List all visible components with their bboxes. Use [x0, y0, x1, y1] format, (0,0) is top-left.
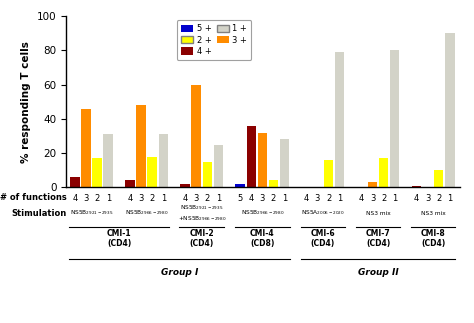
Bar: [246, 126, 256, 187]
Bar: [103, 134, 113, 187]
Bar: [137, 105, 146, 187]
Y-axis label: % responding T cells: % responding T cells: [21, 41, 31, 163]
Bar: [181, 184, 190, 187]
Text: Stimulation: Stimulation: [11, 209, 66, 217]
Bar: [158, 134, 168, 187]
Bar: [379, 158, 388, 187]
Bar: [324, 160, 333, 187]
Bar: [257, 132, 267, 187]
Bar: [412, 186, 421, 187]
Text: NS5B$_{2921-2935}$
+NS5B$_{2966-2980}$: NS5B$_{2921-2935}$ +NS5B$_{2966-2980}$: [178, 203, 226, 223]
Bar: [335, 52, 345, 187]
Bar: [202, 162, 212, 187]
Bar: [214, 145, 223, 187]
Text: CMI-7
(CD4): CMI-7 (CD4): [365, 229, 391, 248]
Bar: [191, 85, 201, 187]
Bar: [368, 182, 377, 187]
Bar: [92, 158, 102, 187]
Bar: [70, 177, 80, 187]
Bar: [269, 181, 278, 187]
Bar: [236, 184, 245, 187]
Text: NS3 mix: NS3 mix: [365, 211, 391, 215]
Bar: [445, 33, 455, 187]
Text: Group I: Group I: [161, 268, 199, 277]
Bar: [390, 50, 400, 187]
Text: Group II: Group II: [358, 268, 399, 277]
Bar: [280, 140, 289, 187]
Legend: 5 +, 2 +, 4 +, 1 +, 3 +: 5 +, 2 +, 4 +, 1 +, 3 +: [177, 20, 251, 60]
Bar: [147, 157, 157, 187]
Bar: [125, 181, 135, 187]
Text: CMI-8
(CD4): CMI-8 (CD4): [421, 229, 446, 248]
Text: CMI-1
(CD4): CMI-1 (CD4): [107, 229, 132, 248]
Text: CMI-6
(CD4): CMI-6 (CD4): [310, 229, 335, 248]
Text: NS5B$_{2966-2980}$: NS5B$_{2966-2980}$: [125, 209, 169, 217]
Text: CMI-4
(CD8): CMI-4 (CD8): [250, 229, 275, 248]
Text: CMI-2
(CD4): CMI-2 (CD4): [190, 229, 214, 248]
Text: NS3 mix: NS3 mix: [421, 211, 446, 215]
Text: NS5A$_{2006-2020}$: NS5A$_{2006-2020}$: [301, 209, 345, 217]
Bar: [434, 170, 444, 187]
Text: # of functions: # of functions: [0, 193, 66, 202]
Text: NS5B$_{2966-2980}$: NS5B$_{2966-2980}$: [241, 209, 284, 217]
Bar: [82, 109, 91, 187]
Text: NS5B$_{2921-2935}$: NS5B$_{2921-2935}$: [70, 209, 113, 217]
